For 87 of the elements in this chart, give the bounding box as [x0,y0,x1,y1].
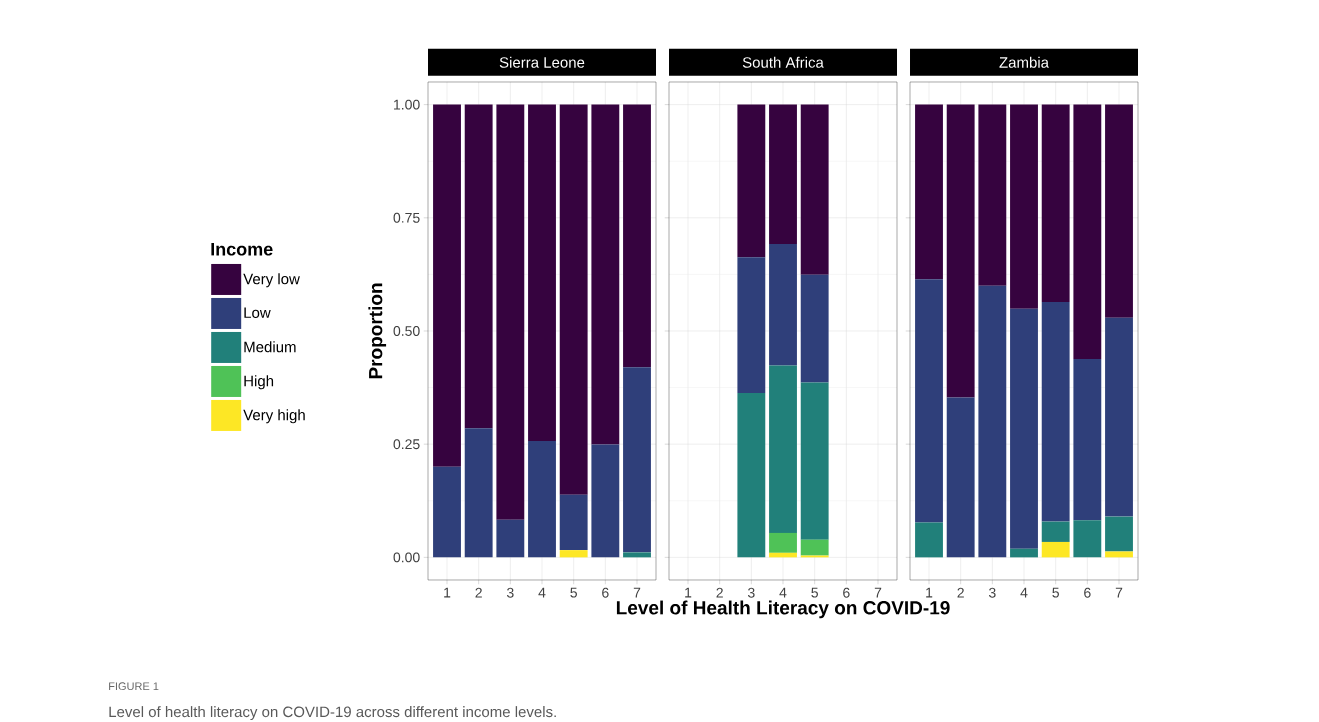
bar [737,104,766,258]
bar [1010,548,1038,558]
x-tick-label: 6 [1084,587,1091,598]
y-tick-label: 0.00 [393,552,420,563]
bar [1041,104,1070,303]
x-tick-label: 7 [633,587,641,598]
x-tick-label: 4 [538,587,546,598]
bar [528,104,556,441]
x-tick-label: 4 [1020,587,1028,598]
chart-title: Sierra Leone [499,56,585,68]
bar [769,365,797,533]
legend-title: Income [211,243,273,256]
caption: FIGURE 1 [109,682,159,691]
bar [1105,516,1133,552]
x-tick-label: 6 [602,587,609,598]
bar [464,104,493,429]
bar [800,104,829,275]
x-tick-label: 2 [475,587,482,598]
x-tick-label: 1 [926,587,933,598]
x-tick-label: 2 [716,587,723,598]
text: Level of health literacy on COVID-19 across different income levels. [109,706,556,721]
bar [800,382,829,540]
bar [1105,317,1133,517]
legend-label: Very low [243,273,300,288]
y-tick-label: 1.00 [394,99,420,110]
bar [1073,520,1102,558]
legend-label: High [244,375,274,390]
bar [769,244,797,366]
legend-label: Low [244,307,271,319]
x-tick-label: 3 [747,587,755,598]
bar [1041,521,1070,542]
x-tick-label: 3 [506,587,514,598]
bar [1010,104,1038,309]
y-tick-label: 0.25 [393,439,420,450]
bar [559,494,588,551]
bar [591,104,620,445]
x-tick-label: 2 [957,587,964,598]
bar [915,279,943,523]
x-tick-label: 4 [779,587,787,598]
x-tick-label: 3 [988,587,996,598]
bar [1041,541,1070,558]
x-tick-label: 5 [1052,587,1059,598]
bar [623,367,651,553]
x-axis-title: Level of Health Literacy on COVID-19 [616,600,950,619]
y-tick-label: 0.75 [393,212,420,223]
y-tick-label: 0.50 [393,326,420,336]
bar [559,550,588,558]
bar [1073,359,1102,521]
bar [433,104,461,467]
bar [946,104,975,398]
bar [496,104,525,520]
chart-title: Zambia [999,56,1050,68]
bar [1010,308,1038,549]
bar [769,532,797,553]
legend-label: Medium [244,341,296,353]
bar [769,104,797,245]
bar [496,519,525,558]
bar [623,552,651,558]
bar [737,257,766,394]
bar [1041,302,1070,522]
x-tick-label: 5 [811,587,818,598]
chart-title: South Africa [742,56,824,68]
bar [591,444,620,558]
bar [433,466,461,558]
bar [800,539,829,556]
bar [1105,104,1133,318]
x-tick-label: 5 [570,587,577,598]
bar [800,274,829,383]
bar [978,104,1007,286]
bar [915,104,943,280]
x-tick-label: 7 [874,587,882,598]
bar [915,522,943,558]
x-tick-label: 6 [843,587,850,598]
bar [528,441,556,558]
x-tick-label: 1 [685,587,692,598]
bar [464,428,493,558]
bar [1073,104,1102,360]
bar [737,393,766,558]
x-tick-label: 1 [444,587,451,598]
bar [1105,551,1133,558]
y-axis-title: Proportion [368,283,387,379]
x-tick-label: 7 [1115,587,1123,598]
bar [946,397,975,558]
bar [978,285,1007,558]
legend-label: Very high [243,409,305,424]
bar [559,104,588,495]
bar [623,104,651,368]
